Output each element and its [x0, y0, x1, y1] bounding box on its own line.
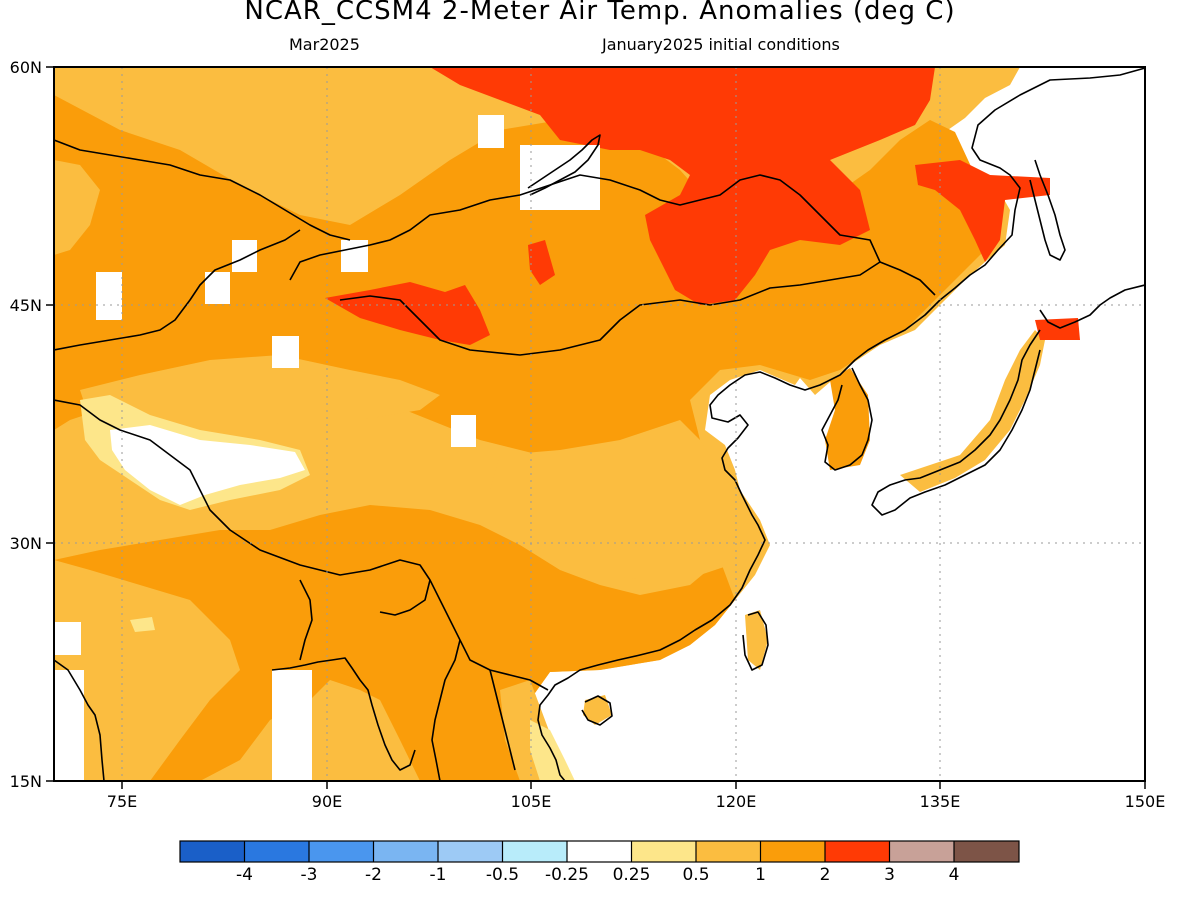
- lon-label-105e: 105E: [511, 792, 552, 811]
- mask-cell: [232, 240, 257, 272]
- coastline-taiwan: [742, 611, 769, 671]
- colorbar-label: 0.25: [613, 865, 651, 885]
- colorbar-label: -0.5: [486, 865, 519, 885]
- mask-cell: [451, 415, 476, 447]
- anomaly-05-1-spot: [130, 617, 155, 632]
- lake-baikal: [527, 134, 601, 196]
- init-conditions-label: January2025 initial conditions: [602, 35, 840, 54]
- lon-label-90e: 90E: [312, 792, 342, 811]
- coastline-asia: [537, 67, 1145, 781]
- colorbar-swatch: [631, 841, 696, 862]
- colorbar-label: -4: [236, 865, 253, 885]
- colorbar-swatch: [825, 841, 890, 862]
- mask-cell: [341, 240, 368, 272]
- anomaly-3-4-hokkaido: [1035, 318, 1080, 340]
- mask-cell: [272, 336, 299, 368]
- colorbar-swatch: [180, 841, 245, 862]
- anomaly-near-zero-tibet: [110, 425, 305, 505]
- coastline-korea: [821, 367, 873, 471]
- anomaly-1-2-central: [490, 420, 760, 580]
- colorbar-label: 0.5: [682, 865, 709, 885]
- border-china-sea: [299, 579, 431, 661]
- anomaly-1-2-west: [54, 160, 100, 255]
- border-central-asia: [54, 229, 301, 351]
- anomaly-fields: [54, 67, 1080, 781]
- colorbar-label: -1: [430, 865, 447, 885]
- colorbar: -4 -3 -2 -1 -0.5 -0.25 0.25 0.5 1 2 3 4: [179, 840, 1020, 885]
- colorbar-label: -0.25: [545, 865, 589, 885]
- colorbar-label: 1: [755, 865, 766, 885]
- lat-label-15n: 15N: [10, 772, 42, 791]
- anomaly-3-4-mongolia: [325, 282, 490, 345]
- lon-label-120e: 120E: [716, 792, 757, 811]
- lon-label-135e: 135E: [920, 792, 961, 811]
- mask-cell: [478, 115, 504, 148]
- colorbar-label: 2: [820, 865, 831, 885]
- mask-cell: [205, 272, 230, 304]
- map-title: NCAR_CCSM4 2-Meter Air Temp. Anomalies (…: [244, 0, 956, 26]
- colorbar-label: -2: [365, 865, 382, 885]
- border-indochina: [431, 639, 516, 781]
- colorbar-swatch: [244, 841, 309, 862]
- colorbar-swatch: [954, 841, 1019, 862]
- colorbar-swatch: [696, 841, 761, 862]
- coastline-india: [54, 657, 416, 781]
- anomaly-3-4-amur: [915, 160, 1050, 262]
- anomaly-1-2-india: [54, 560, 240, 781]
- border-tibet: [54, 399, 549, 691]
- lat-label-30n: 30N: [10, 534, 42, 553]
- taiwan-land: [745, 610, 768, 670]
- anomaly-3-4-siberia: [430, 67, 935, 305]
- colorbar-swatch: [438, 841, 503, 862]
- coastlines: [54, 67, 1145, 781]
- colorbar-swatch: [502, 841, 567, 862]
- map-frame: [53, 66, 1146, 782]
- colorbar-swatch: [373, 841, 438, 862]
- colorbar-label: 3: [884, 865, 895, 885]
- coastline-japan: [871, 284, 1145, 516]
- lat-label-60n: 60N: [10, 58, 42, 77]
- mask-cell: [96, 272, 122, 320]
- axis-ticks: [46, 66, 1146, 789]
- anomaly-3-4-spot: [528, 240, 555, 285]
- anomaly-1-2-tibet-north: [80, 355, 440, 430]
- lat-label-45n: 45N: [10, 296, 42, 315]
- lon-label-150e: 150E: [1125, 792, 1166, 811]
- japan-land: [900, 330, 1045, 492]
- coastline-hainan: [581, 695, 613, 726]
- colorbar-frame: [179, 840, 1020, 863]
- colorbar-swatch: [309, 841, 374, 862]
- anomaly-2-3-south: [54, 505, 735, 781]
- korea-land: [825, 368, 870, 470]
- valid-month-label: Mar2025: [289, 35, 360, 54]
- coastline-sakhalin: [1029, 159, 1066, 261]
- colorbar-swatch: [889, 841, 954, 862]
- grid-lines: [54, 67, 1145, 781]
- border-mongolia-south: [289, 174, 881, 356]
- lon-label-75e: 75E: [107, 792, 137, 811]
- colorbar-label: -3: [301, 865, 318, 885]
- colorbar-swatch: [567, 841, 632, 862]
- colorbar-label: 4: [949, 865, 960, 885]
- mask-cell: [54, 622, 81, 655]
- hainan-land: [583, 695, 612, 725]
- mask-cell: [520, 145, 600, 210]
- mask-cell: [54, 670, 84, 781]
- colorbar-swatch: [760, 841, 825, 862]
- border-russia-china: [54, 139, 936, 296]
- mask-cell: [272, 670, 312, 781]
